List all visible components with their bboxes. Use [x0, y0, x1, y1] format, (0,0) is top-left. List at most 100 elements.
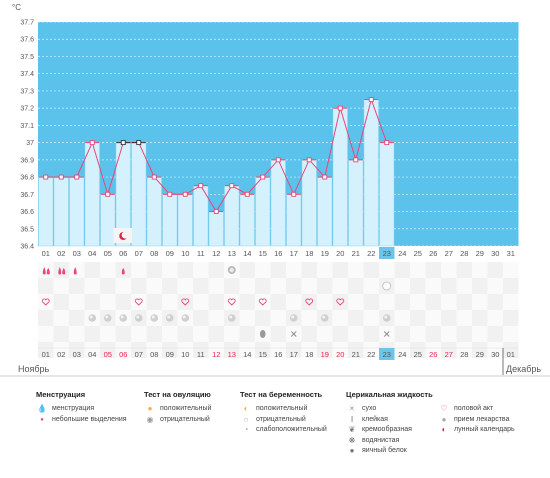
symbol-cell	[286, 278, 302, 294]
legend-item-label: положительный	[160, 405, 212, 412]
legend-item: ● прием лекарства	[438, 415, 515, 426]
temperature-point	[89, 140, 95, 146]
symbol-cell	[131, 326, 147, 342]
temperature-bar	[100, 194, 116, 247]
symbol-cell	[193, 294, 209, 310]
small-drop-icon: ●	[40, 416, 44, 423]
top-axis-day-label: 17	[290, 249, 298, 258]
bottom-axis-day-label: 30	[491, 350, 499, 359]
temperature-point	[182, 191, 188, 197]
symbol-cell	[100, 294, 116, 310]
top-axis-day-label: 05	[104, 249, 112, 258]
symbol-cell	[69, 278, 85, 294]
menstruation-drops-icon	[62, 268, 66, 275]
symbol-cell	[255, 310, 271, 326]
menstruation-drops-icon	[46, 268, 50, 275]
symbol-cell	[53, 310, 69, 326]
top-axis-day-label: 22	[367, 249, 375, 258]
top-axis-day-label: 20	[336, 249, 344, 258]
legend-item-label: яичный белок	[362, 447, 407, 454]
temperature-point	[384, 140, 390, 146]
bottom-axis-day-label: 28	[460, 350, 468, 359]
sticky-icon: Ⅰ	[350, 414, 354, 424]
temperature-bar	[208, 211, 224, 247]
medicine-icon-highlight	[120, 315, 124, 319]
symbol-cell	[162, 326, 178, 342]
small-drop-icon	[121, 268, 125, 275]
symbol-cell	[38, 278, 54, 294]
symbol-cell	[255, 342, 271, 358]
medicine-icon-highlight	[291, 315, 295, 319]
symbol-cell	[363, 294, 379, 310]
moon-calendar-icon-cutout	[121, 231, 129, 239]
temperature-point	[167, 191, 173, 197]
symbol-cell	[487, 310, 503, 326]
y-tick-label: 37	[26, 140, 34, 147]
temperature-point	[136, 140, 142, 146]
symbol-cell	[487, 342, 503, 358]
legend-item-label: лунный календарь	[454, 426, 515, 433]
intercourse-heart-icon	[227, 298, 236, 306]
y-tick-label: 37.2	[20, 106, 34, 113]
pregnancy-negative-icon	[382, 281, 392, 291]
legend-item-label: кремообразная	[362, 426, 412, 433]
temperature-bar	[239, 194, 255, 247]
symbol-cell	[348, 310, 364, 326]
bottom-axis-day-label: 19	[321, 350, 329, 359]
top-axis-day-label: 21	[352, 249, 360, 258]
symbol-cell	[394, 262, 410, 278]
symbol-cell	[270, 342, 286, 358]
legend-ovulation: Тест на овуляцию ● положительный ◉ отриц…	[144, 390, 211, 425]
bottom-axis-day-label: 15	[259, 350, 267, 359]
symbol-cell	[177, 294, 193, 310]
symbol-cell	[239, 342, 255, 358]
top-axis-day-label: 07	[135, 249, 143, 258]
symbol-cell	[100, 326, 116, 342]
top-axis-day-label: 26	[429, 249, 437, 258]
y-tick-label: 36.7	[20, 192, 34, 199]
symbol-cell	[146, 342, 162, 358]
bottom-axis-day-label: 17	[290, 350, 298, 359]
symbol-cell	[38, 294, 54, 310]
legend-item: ♡ половой акт	[438, 404, 515, 415]
legend-item: 💧 менструация	[36, 404, 127, 415]
symbol-cell	[472, 262, 488, 278]
temperature-point	[244, 191, 250, 197]
legend-title: Тест на беременность	[240, 390, 323, 399]
watery-icon: ❋	[348, 435, 356, 445]
menstruation-drops-icon	[58, 267, 62, 275]
symbol-cell	[69, 310, 85, 326]
temperature-bar	[348, 159, 364, 247]
bottom-axis-day-label: 10	[181, 350, 189, 359]
medicine-icon-highlight	[89, 315, 93, 319]
symbol-cell	[131, 342, 147, 358]
y-tick-label: 37.7	[20, 20, 34, 27]
temperature-bar	[38, 176, 54, 247]
bottom-axis-day-label: 04	[88, 350, 96, 359]
symbol-cell	[53, 278, 69, 294]
symbol-cell	[441, 262, 457, 278]
temperature-point	[368, 97, 374, 102]
bottom-axis-day-label: 20	[336, 350, 344, 359]
top-axis-day-label: 30	[491, 249, 499, 258]
bottom-axis-day-label: 06	[119, 350, 127, 359]
symbol-cell	[38, 262, 54, 278]
bottom-axis-day-label: 22	[367, 350, 375, 359]
bottom-axis-day-label: 08	[150, 350, 158, 359]
symbol-cell	[84, 294, 100, 310]
bottom-axis-day-label: 11	[197, 350, 205, 359]
legend-item: ◉ отрицательный	[144, 415, 211, 426]
legend-item-label: прием лекарства	[454, 415, 510, 423]
symbol-cell	[503, 294, 519, 310]
symbol-cell	[146, 262, 162, 278]
symbol-cell	[177, 278, 193, 294]
legend: Менструация 💧 менструация ● небольшие вы…	[0, 390, 550, 478]
y-tick-label: 37.5	[20, 54, 34, 61]
symbol-cell	[301, 310, 317, 326]
y-tick-label: 36.9	[20, 157, 34, 164]
temperature-bar	[286, 194, 302, 247]
symbol-cell	[394, 294, 410, 310]
legend-item: ◐ лунный календарь	[438, 425, 515, 436]
symbol-cell	[131, 262, 147, 278]
top-axis-day-label: 03	[73, 249, 81, 258]
